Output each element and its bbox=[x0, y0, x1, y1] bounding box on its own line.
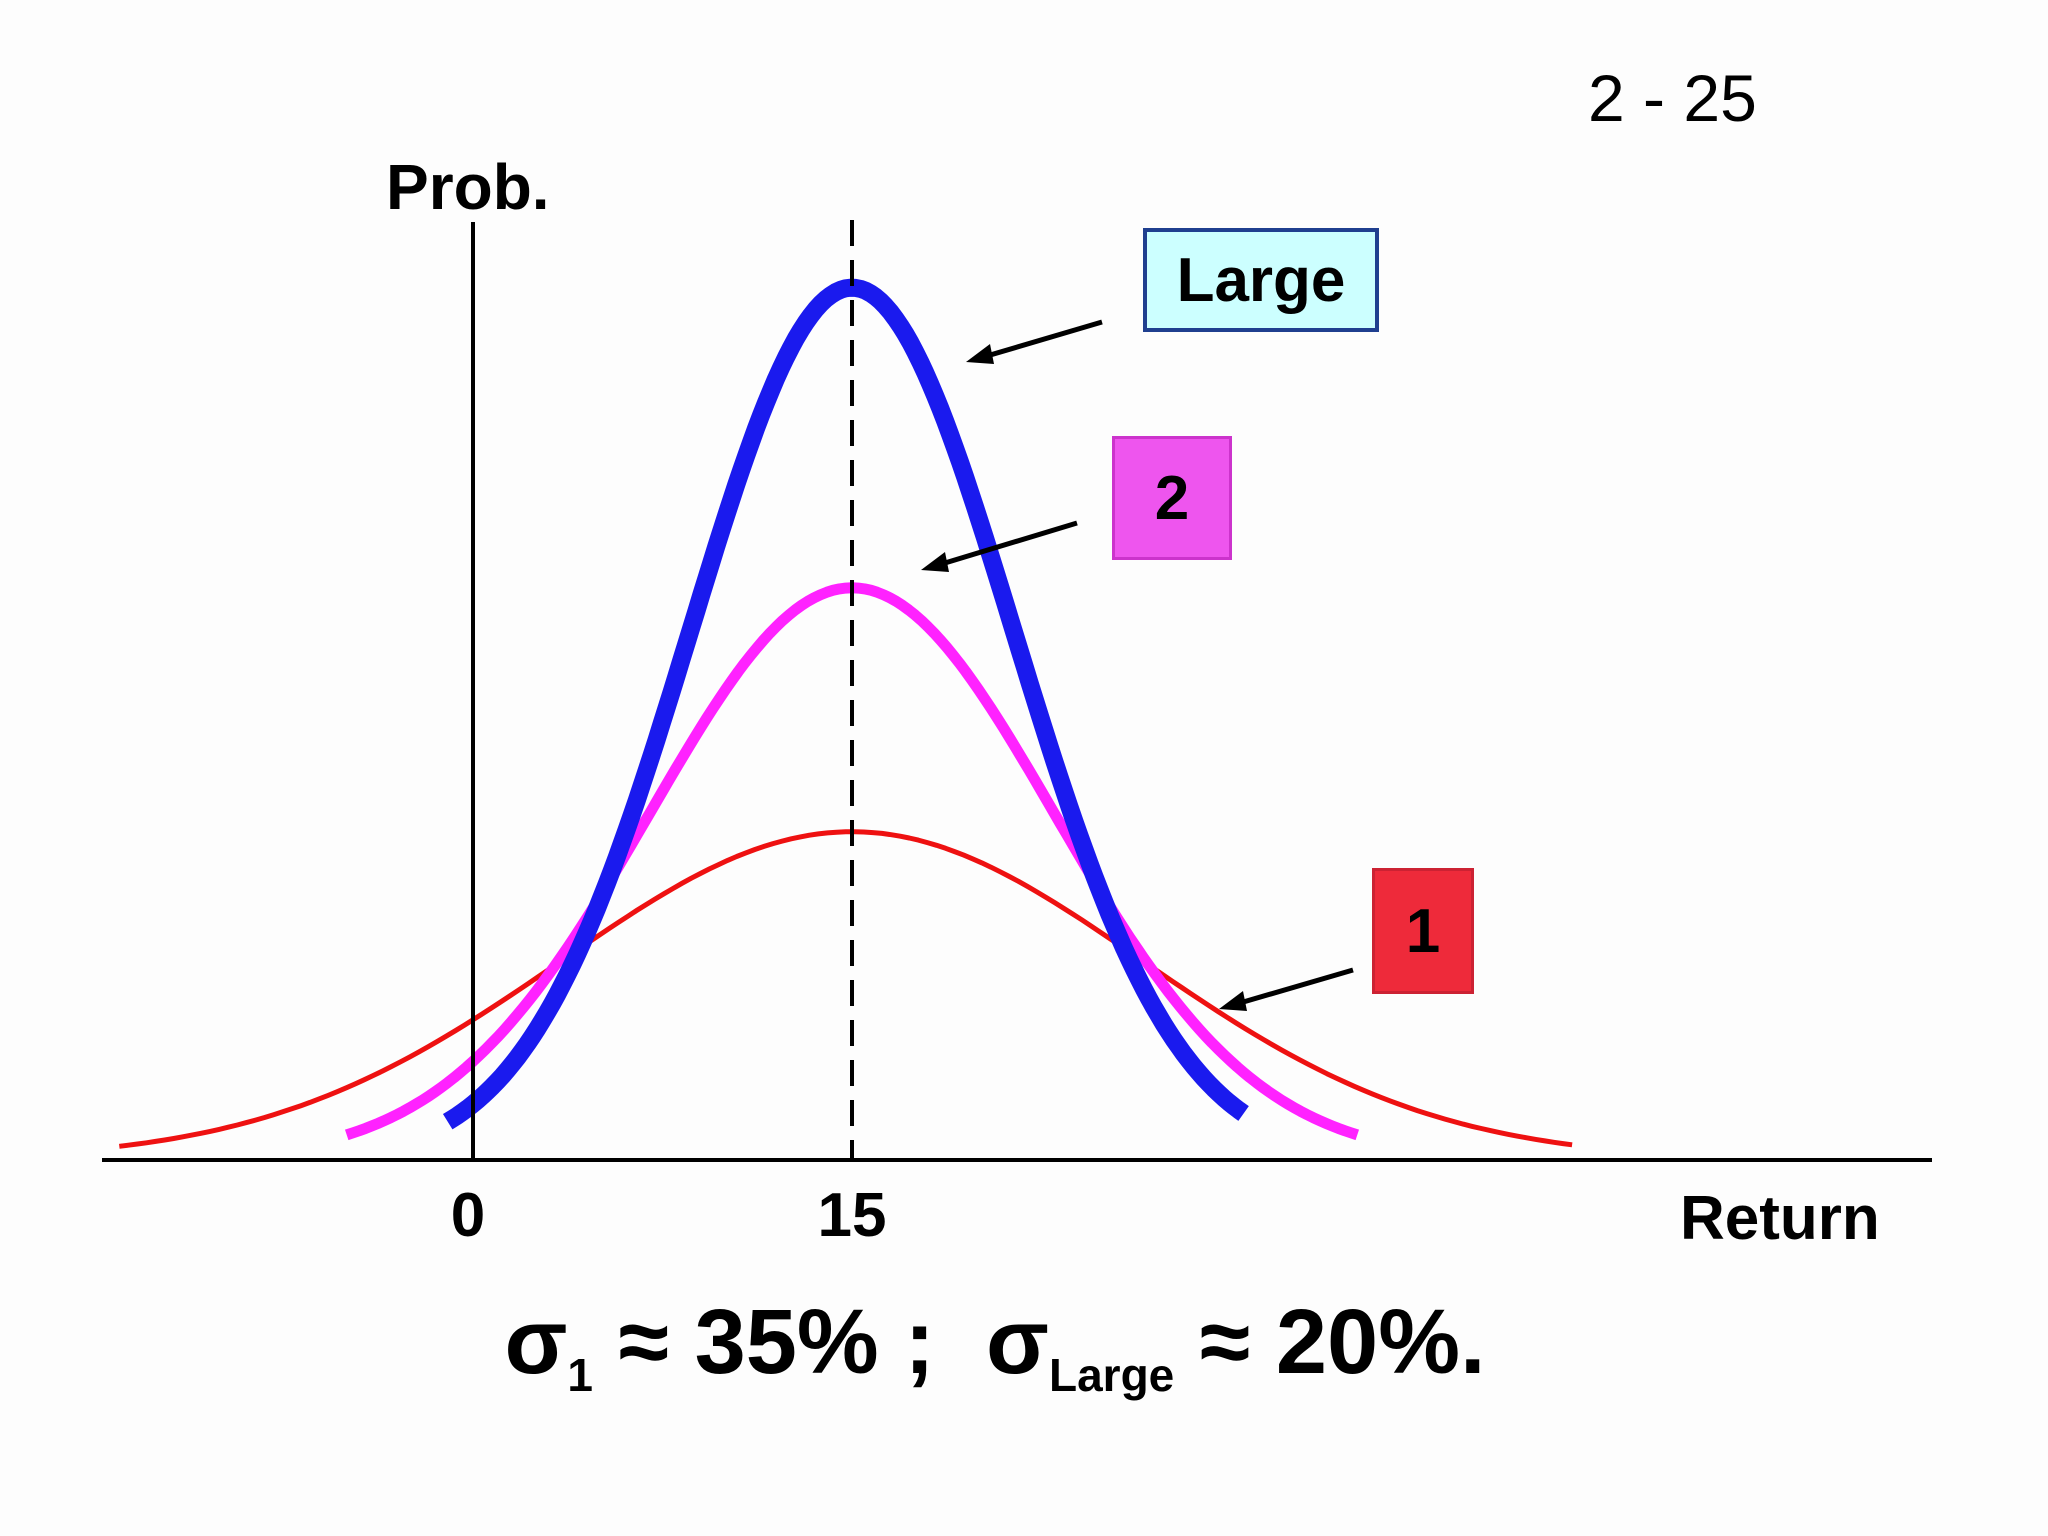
std-dev-footnote: σ1 ≈ 35% ; σLarge ≈ 20%. bbox=[0, 1290, 1990, 1402]
label-box-2: 2 bbox=[1112, 436, 1232, 560]
sigma-symbol-large: σ bbox=[986, 1291, 1049, 1393]
page-number: 2 - 25 bbox=[1588, 61, 1757, 135]
arrow-two bbox=[921, 520, 1078, 572]
curve-1 bbox=[118, 829, 1573, 1149]
label-1-text: 1 bbox=[1405, 896, 1441, 966]
curve-large bbox=[442, 278, 1249, 1130]
y-axis-label: Prob. bbox=[386, 151, 550, 223]
arrow-large bbox=[966, 319, 1103, 364]
label-large-text: Large bbox=[1176, 245, 1346, 315]
footnote-text-2: ≈ 20%. bbox=[1174, 1291, 1486, 1393]
arrow-one bbox=[1219, 967, 1354, 1011]
label-2-text: 2 bbox=[1154, 463, 1190, 533]
sigma-symbol-1: σ bbox=[504, 1291, 568, 1393]
sigma-sub-1: 1 bbox=[567, 1349, 593, 1401]
x-tick-0: 0 bbox=[450, 1181, 486, 1250]
sigma-sub-large: Large bbox=[1048, 1349, 1175, 1401]
label-box-large: Large bbox=[1143, 228, 1379, 332]
label-box-1: 1 bbox=[1372, 868, 1474, 994]
footnote-text-1: ≈ 35% ; bbox=[592, 1291, 987, 1393]
x-axis-label: Return bbox=[1680, 1184, 1880, 1253]
x-tick-15: 15 bbox=[817, 1181, 887, 1250]
